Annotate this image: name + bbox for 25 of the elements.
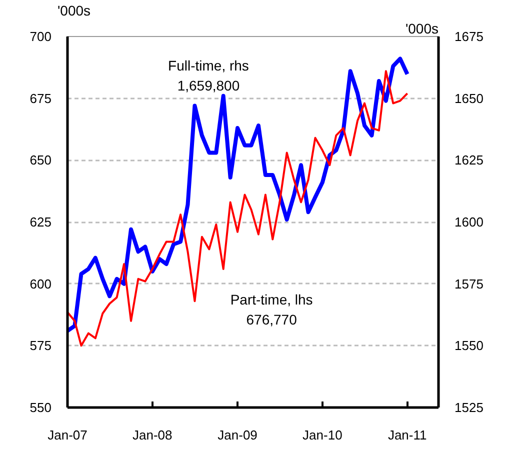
y-tick-label: 675 (30, 90, 52, 106)
y-tick-label: 700 (30, 29, 52, 44)
y2-tick-label: 1550 (454, 338, 484, 354)
x-tick-label: Jan-10 (302, 428, 342, 442)
y2-tick-label: 1650 (454, 90, 484, 106)
series-label: Part-time, lhs (230, 291, 313, 308)
y2-tick-label: 1675 (454, 29, 484, 44)
x-tick-label: Jan-08 (132, 428, 172, 442)
x-tick-label: Jan-11 (388, 428, 427, 442)
text: Full-time, rhs (168, 58, 249, 74)
x-tick-label: Jan-07 (48, 428, 88, 442)
y-tick-label: 650 (30, 152, 52, 168)
x-tick-label: Jan-09 (218, 428, 258, 442)
y-tick-label: 600 (30, 276, 52, 292)
y2-tick-label: 1575 (454, 276, 484, 292)
annotation: 1,659,800 (177, 78, 240, 94)
y2-tick-label: 1525 (454, 400, 484, 415)
y-axis-title: '000s (58, 2, 91, 18)
y-tick-label: 550 (30, 400, 52, 415)
y2-tick-label: 1600 (454, 214, 484, 230)
y-tick-label: 625 (30, 214, 52, 230)
annotation: 676,770 (246, 311, 298, 328)
y-tick-label: 575 (30, 338, 52, 354)
y2-axis-title: '000s (405, 20, 438, 36)
y2-tick-label: 1625 (454, 152, 484, 168)
